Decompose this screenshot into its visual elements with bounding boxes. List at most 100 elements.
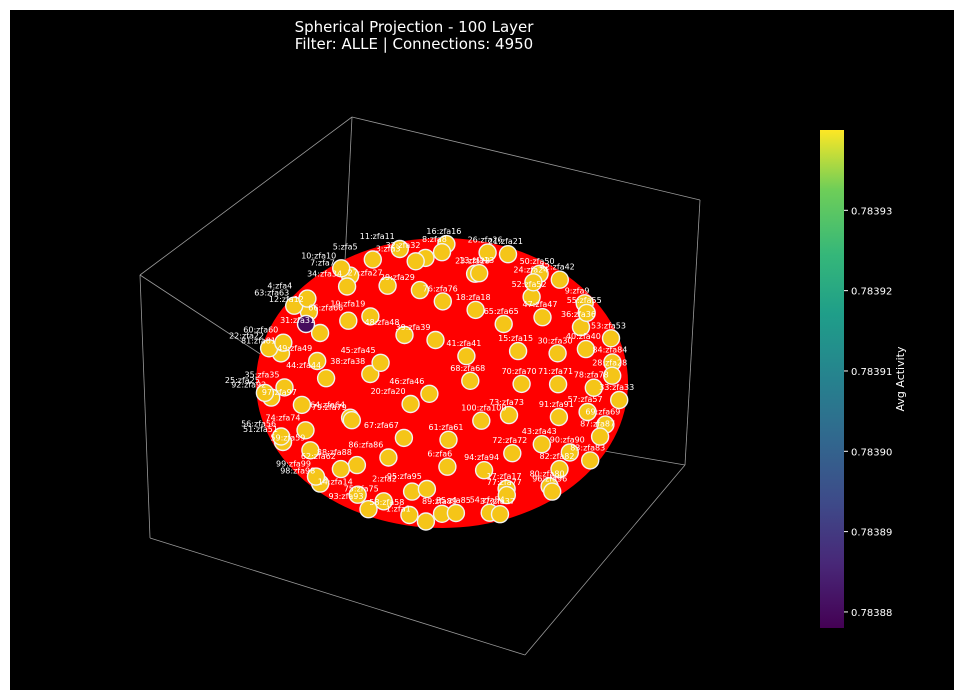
node-label: 5:zfa5 xyxy=(333,243,358,252)
node-label: 49:zfa49 xyxy=(277,344,312,353)
node-label: 94:zfa94 xyxy=(464,453,499,462)
node-label: 93:zfa93 xyxy=(329,492,364,501)
node-marker xyxy=(458,348,475,365)
node-label: 24:zfa24 xyxy=(513,265,548,274)
node-label: 27:zfa27 xyxy=(348,269,383,278)
node-marker xyxy=(550,376,567,393)
node-label: 85:zfa85 xyxy=(436,496,471,505)
node-marker xyxy=(434,244,451,261)
node-marker xyxy=(550,409,567,426)
node-label: 86:zfa86 xyxy=(348,441,383,450)
node-label: 55:zfa55 xyxy=(567,296,602,305)
node-label: 67:zfa67 xyxy=(364,421,399,430)
node-label: 96:zfa96 xyxy=(532,475,567,484)
axis-pane-edge xyxy=(150,538,525,655)
node-label: 74:zfa74 xyxy=(266,413,301,422)
node-marker xyxy=(421,385,438,402)
node-label: 9:zfa9 xyxy=(565,286,590,295)
node-marker xyxy=(343,412,360,429)
node-marker xyxy=(372,354,389,371)
node-label: 18:zfa18 xyxy=(456,293,491,302)
node-label: 8:zfa8 xyxy=(422,235,447,244)
node-label: 82:zfa82 xyxy=(540,452,575,461)
node-label: 53:zfa53 xyxy=(591,321,626,330)
node-marker xyxy=(603,330,620,347)
node-label: 62:zfa62 xyxy=(301,452,336,461)
figure: 46:zfa46 41:zfa41 100:zfa100 48:zfa48 38:zfa… xyxy=(10,10,954,690)
node-label: 78:zfa78 xyxy=(574,371,609,380)
node-label: 69:zfa69 xyxy=(585,408,620,417)
axis-pane-edge xyxy=(140,275,150,538)
node-label: 95:zfa95 xyxy=(387,472,422,481)
node-label: 11:zfa11 xyxy=(360,232,395,241)
node-marker xyxy=(348,457,365,474)
node-label: 60:zfa60 xyxy=(243,326,278,335)
node-marker xyxy=(582,452,599,469)
node-label: 43:zfa43 xyxy=(522,427,557,436)
node-marker xyxy=(467,301,484,318)
colorbar-ticks: 0.78388 0.78389 0.78390 0.78391 0.78392 0.783… xyxy=(844,206,892,619)
node-marker xyxy=(395,429,412,446)
chart-title: Spherical Projection - 100 Layer xyxy=(295,18,535,36)
colorbar-tick-label: 0.78388 xyxy=(851,608,892,619)
node-marker xyxy=(318,370,335,387)
node-marker xyxy=(544,483,561,500)
node-label: 28:zfa28 xyxy=(592,359,627,368)
node-label: 47:zfa47 xyxy=(523,300,558,309)
node-marker xyxy=(447,505,464,522)
node-label: 52:zfa52 xyxy=(512,280,547,289)
node-label: 46:zfa46 xyxy=(389,377,424,386)
node-marker xyxy=(462,372,479,389)
node-label: 33:zfa33 xyxy=(599,383,634,392)
node-marker xyxy=(611,392,628,409)
node-label: 84:zfa84 xyxy=(592,345,627,354)
node-marker xyxy=(364,251,381,268)
node-label: 40:zfa40 xyxy=(566,332,601,341)
node-marker xyxy=(418,481,435,498)
node-marker xyxy=(404,483,421,500)
node-marker xyxy=(513,375,530,392)
node-marker xyxy=(533,436,550,453)
node-label: 3:zfa3 xyxy=(376,244,401,253)
node-label: 71:zfa71 xyxy=(538,367,573,376)
node-label: 39:zfa39 xyxy=(396,323,431,332)
colorbar-tick-label: 0.78389 xyxy=(851,528,892,539)
node-label: 45:zfa45 xyxy=(341,346,376,355)
node-label: 77:zfa77 xyxy=(487,478,522,487)
node-label: 57:zfa57 xyxy=(568,395,603,404)
node-label: 10:zfa10 xyxy=(301,251,336,260)
node-label: 87:zfa87 xyxy=(580,420,615,429)
node-label: 79:zfa79 xyxy=(312,403,347,412)
colorbar xyxy=(820,130,844,628)
chart-subtitle: Filter: ALLE | Connections: 4950 xyxy=(295,35,533,53)
node-marker xyxy=(549,345,566,362)
node-label: 76:zfa76 xyxy=(423,284,458,293)
node-label: 4:zfa4 xyxy=(267,282,292,291)
node-marker xyxy=(427,332,444,349)
node-label: 97:zfa97 xyxy=(262,388,297,397)
node-marker xyxy=(440,431,457,448)
node-label: 48:zfa48 xyxy=(365,318,400,327)
node-marker xyxy=(439,458,456,475)
node-label: 31:zfa31 xyxy=(280,316,315,325)
axis-pane-edge xyxy=(352,117,700,200)
node-marker xyxy=(340,312,357,329)
node-marker xyxy=(434,293,451,310)
node-marker xyxy=(339,278,356,295)
colorbar-label: Avg Activity xyxy=(894,346,907,411)
node-label: 68:zfa68 xyxy=(450,364,485,373)
node-label: 72:zfa72 xyxy=(492,436,527,445)
node-label: 65:zfa65 xyxy=(484,307,519,316)
node-label: 35:zfa35 xyxy=(245,370,280,379)
colorbar-tick-label: 0.78391 xyxy=(851,367,892,378)
node-marker xyxy=(492,506,509,523)
node-marker xyxy=(417,513,434,530)
node-marker xyxy=(510,343,527,360)
node-marker xyxy=(495,316,512,333)
node-marker xyxy=(332,461,349,478)
node-label: 21:zfa21 xyxy=(488,237,523,246)
node-label: 19:zfa19 xyxy=(330,299,365,308)
node-marker xyxy=(500,246,517,263)
node-label: 34:zfa34 xyxy=(307,270,342,279)
node-marker xyxy=(293,396,310,413)
